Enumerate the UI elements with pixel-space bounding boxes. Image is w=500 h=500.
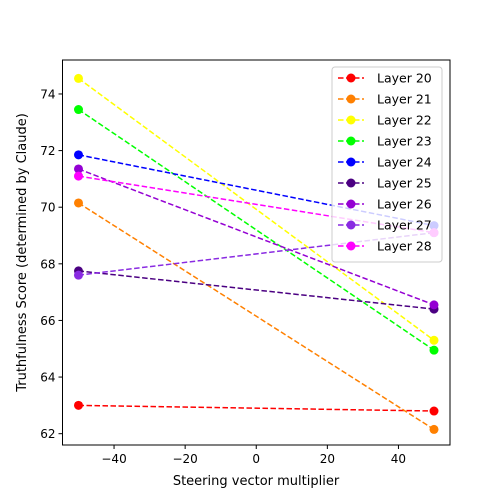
data-point (429, 335, 439, 345)
legend-label: Layer 23 (377, 134, 432, 149)
data-point (73, 270, 83, 280)
y-tick-label: 62 (40, 427, 55, 441)
x-axis: −40 −20 0 20 40 (101, 445, 406, 466)
legend-box (331, 66, 443, 263)
y-tick-label: 64 (40, 371, 55, 385)
legend-marker (346, 157, 356, 167)
legend-marker (346, 115, 356, 125)
legend-marker (346, 94, 356, 104)
x-tick-label: 40 (391, 452, 406, 466)
legend-marker (346, 73, 356, 83)
legend-item: Layer 22 (338, 113, 432, 128)
legend-label: Layer 27 (377, 218, 432, 233)
legend-marker (346, 220, 356, 230)
legend-label: Layer 20 (377, 71, 432, 86)
data-point (73, 198, 83, 208)
legend-item: Layer 28 (338, 239, 432, 254)
data-point (73, 400, 83, 410)
legend-item: Layer 23 (338, 134, 432, 149)
y-tick-label: 70 (40, 201, 55, 215)
data-point (429, 406, 439, 416)
legend: Layer 20 Layer 21 Layer 22 Layer 23 Layer 24… (331, 66, 443, 263)
x-tick-label: −40 (101, 452, 126, 466)
y-axis-label: Truthfulness Score (determined by Claude… (15, 113, 30, 393)
series-layer-21 (73, 198, 439, 434)
series-line (78, 77, 435, 341)
data-point (429, 300, 439, 310)
x-tick-label: −20 (172, 452, 197, 466)
legend-item: Layer 27 (338, 218, 432, 233)
legend-marker (346, 241, 356, 251)
data-point (73, 171, 83, 181)
y-tick-label: 66 (40, 314, 55, 328)
legend-item: Layer 26 (338, 197, 432, 212)
data-point (429, 345, 439, 355)
legend-marker (346, 199, 356, 209)
legend-item: Layer 20 (338, 71, 432, 86)
x-axis-label: Steering vector multiplier (173, 474, 340, 489)
series-layer-22 (73, 73, 439, 345)
y-tick-label: 68 (40, 257, 55, 271)
data-point (73, 105, 83, 115)
x-tick-label: 20 (320, 452, 335, 466)
data-point (429, 424, 439, 434)
data-point (73, 164, 83, 174)
y-tick-label: 74 (40, 87, 55, 101)
x-tick-label: 0 (252, 452, 260, 466)
legend-item: Layer 21 (338, 92, 432, 107)
legend-label: Layer 25 (377, 176, 432, 191)
series-layer-20 (73, 400, 439, 416)
data-point (73, 73, 83, 83)
series-line (78, 154, 435, 227)
series-layer-23 (73, 105, 439, 355)
series-line (78, 270, 435, 310)
series-layer-26 (73, 164, 439, 310)
legend-label: Layer 28 (377, 239, 432, 254)
legend-label: Layer 21 (377, 92, 432, 107)
y-tick-label: 72 (40, 144, 55, 158)
legend-label: Layer 26 (377, 197, 432, 212)
legend-label: Layer 24 (377, 155, 432, 170)
series-line (78, 168, 435, 306)
legend-item: Layer 25 (338, 176, 432, 191)
y-axis: 62 64 66 68 70 72 74 (40, 87, 63, 441)
legend-marker (346, 178, 356, 188)
legend-item: Layer 24 (338, 155, 432, 170)
legend-label: Layer 22 (377, 113, 432, 128)
legend-marker (346, 136, 356, 146)
data-point (73, 150, 83, 160)
series-line (78, 404, 435, 412)
series-line (78, 202, 435, 431)
